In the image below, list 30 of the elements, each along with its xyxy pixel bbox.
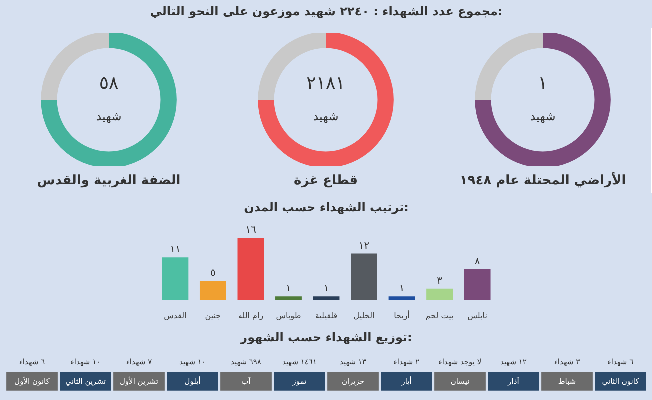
text: ٥٨ bbox=[99, 72, 119, 94]
text: ٢١٨١ bbox=[306, 72, 346, 94]
text: مجموع عدد الشهداء : ٢٢٤٠ شهيد موزعون على النحو التالي: bbox=[150, 4, 503, 18]
text: قطاع غزة bbox=[294, 174, 358, 188]
x-tick-label: بيت لحم bbox=[426, 312, 454, 320]
x-tick-label: طوباس bbox=[276, 312, 302, 320]
text: شهيد bbox=[96, 110, 122, 124]
text: الضفة الغربية والقدس bbox=[37, 174, 181, 188]
data-label: ١٦ bbox=[246, 225, 256, 236]
data-label: ٥ bbox=[210, 268, 216, 280]
data-label: ١٢ bbox=[358, 240, 370, 252]
x-tick-label: الخليل bbox=[354, 312, 375, 320]
x-tick-label: جنين bbox=[205, 312, 222, 320]
data-label: ١ bbox=[286, 284, 292, 295]
data-label: ١١ bbox=[170, 244, 181, 256]
x-tick-label: رام الله bbox=[238, 312, 264, 320]
text: توزيع الشهداء حسب الشهور: bbox=[240, 330, 412, 344]
data-label: ١ bbox=[324, 284, 330, 295]
x-tick-label: أريحا bbox=[394, 310, 410, 320]
chart-title: ترتيب الشهداء حسب المدن: bbox=[244, 200, 409, 214]
x-tick-label: القدس bbox=[164, 312, 187, 320]
data-label: ١ bbox=[399, 284, 405, 295]
text: شهيد bbox=[313, 110, 339, 124]
text: شهيد bbox=[530, 110, 556, 124]
data-label: ٨ bbox=[474, 256, 481, 268]
text: الأراضي المحتلة عام ١٩٤٨ bbox=[460, 172, 626, 188]
x-tick-label: قلقيلية bbox=[315, 312, 338, 320]
x-tick-label: نابلس bbox=[468, 312, 488, 320]
data-label: ٣ bbox=[437, 276, 444, 287]
text: ١ bbox=[538, 72, 548, 94]
